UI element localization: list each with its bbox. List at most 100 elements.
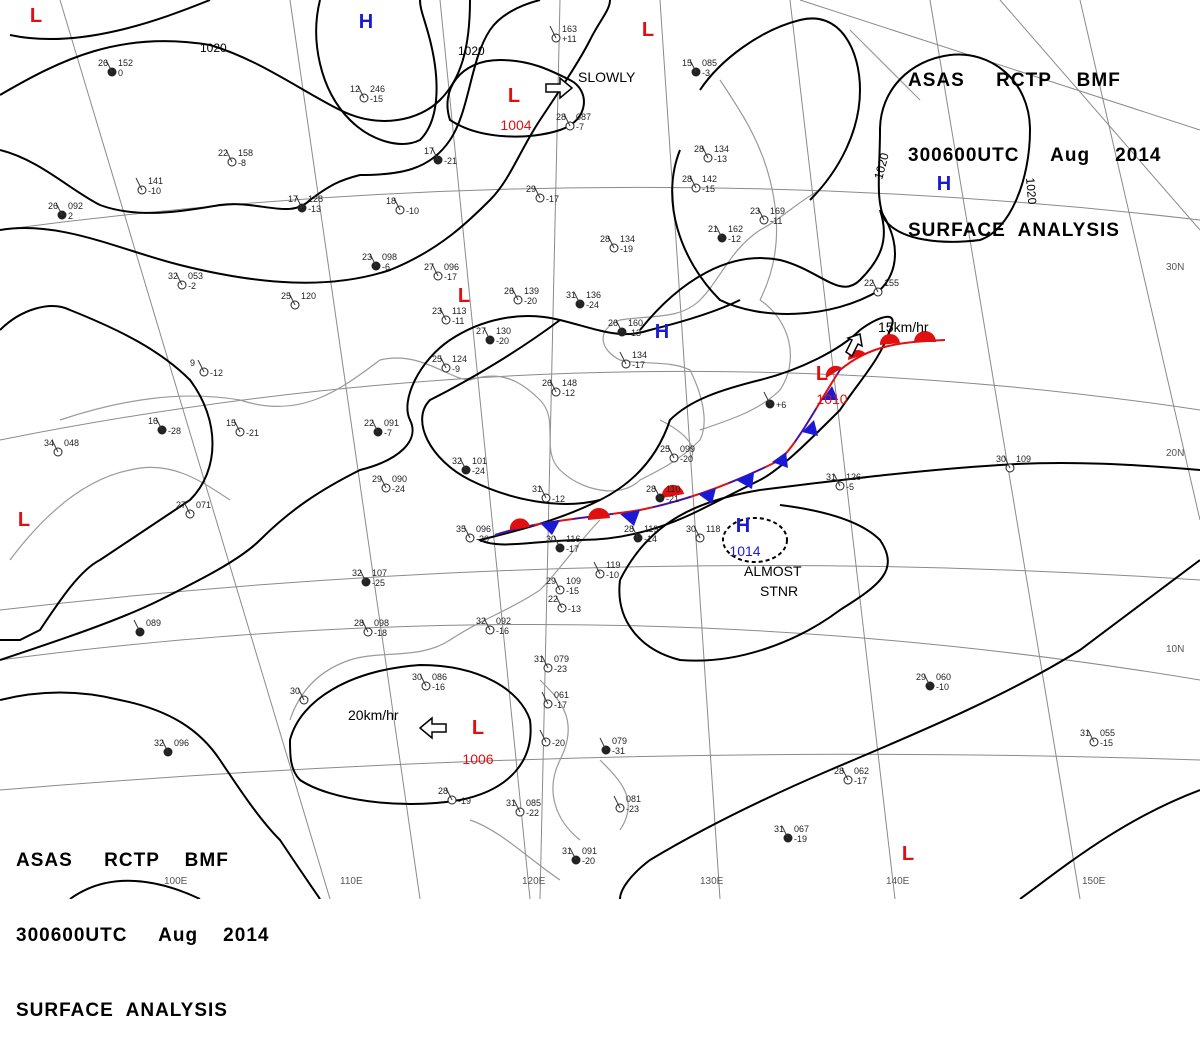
station-temp: 26	[504, 286, 514, 296]
station-tendency: +6	[776, 400, 786, 410]
station-tendency: -12	[552, 494, 565, 504]
station-tendency: -12	[210, 368, 223, 378]
station-tendency: -17	[632, 360, 645, 370]
station-pressure: 134	[620, 234, 635, 244]
station-temp: 34	[44, 438, 54, 448]
station-pressure: 113	[452, 306, 466, 316]
station-temp: 28	[624, 524, 634, 534]
stnr-label: STNR	[760, 583, 798, 599]
wind-barb	[569, 847, 577, 861]
station-plot: 25 099-20	[660, 444, 695, 464]
station-pressure: 139	[524, 286, 539, 296]
station-temp: 31	[826, 472, 836, 482]
wind-barb	[619, 351, 627, 365]
station-temp: 26	[608, 318, 618, 328]
station-pressure: 246	[370, 84, 385, 94]
wind-barb	[573, 291, 581, 305]
station-tendency: -13	[714, 154, 727, 164]
station-pressure: 071	[196, 500, 211, 510]
wind-barb	[555, 595, 563, 609]
center-pressure-value: 1014	[729, 543, 760, 559]
station-temp: 29	[546, 576, 556, 586]
station-pressure: 091	[384, 418, 399, 428]
station-plot: 29 -17	[526, 184, 559, 204]
station-temp: 15	[226, 418, 236, 428]
center-pressure-value: 1010	[816, 391, 847, 407]
station-plot: 32 096	[154, 738, 189, 757]
station-temp: 17	[288, 194, 298, 204]
station-pressure: 152	[118, 58, 133, 68]
station-tendency: -10	[606, 570, 619, 580]
station-plot: 141-10	[135, 176, 163, 196]
station-plot: 31 067-19	[774, 824, 809, 844]
header-line1: ASAS RCTP BMF	[908, 70, 1121, 91]
station-temp: 31	[566, 290, 576, 300]
station-plot: 119-10	[593, 560, 620, 580]
station-pressure: 096	[174, 738, 189, 748]
wind-barb	[841, 767, 849, 781]
station-pressure: 119	[644, 524, 658, 534]
station-temp: 32	[154, 738, 164, 748]
stationary-front	[494, 331, 946, 536]
station-pressure: 155	[884, 278, 899, 288]
lon-label: 120E	[522, 876, 546, 887]
lat-label: 10N	[1166, 644, 1184, 655]
station-tendency: -14	[644, 534, 657, 544]
station-tendency: -13	[308, 204, 321, 214]
station-tendency: -15	[702, 184, 715, 194]
station-temp: 27	[424, 262, 434, 272]
wind-barb	[533, 185, 541, 199]
station-plot: 32 092-16	[476, 616, 511, 636]
station-tendency: -15	[1100, 738, 1113, 748]
station-plot: 34 048	[44, 438, 79, 457]
station-tendency: -13	[568, 604, 581, 614]
station-pressure: 048	[64, 438, 79, 448]
station-pressure: 142	[702, 174, 717, 184]
wind-barb	[689, 175, 697, 189]
station-temp: 28	[646, 484, 656, 494]
wind-barb	[161, 739, 169, 753]
station-plot: 28 062-17	[834, 766, 869, 786]
station-pressure: 092	[68, 201, 83, 211]
station-pressure: 134	[714, 144, 729, 154]
isobar-label: 1020	[871, 151, 892, 181]
wind-barb	[439, 307, 447, 321]
header-line3: SURFACE ANALYSIS	[908, 220, 1120, 241]
arrow-ne	[845, 333, 863, 358]
station-plot: 079-31	[599, 736, 627, 756]
station-tendency: -2	[188, 281, 196, 291]
wind-barb	[833, 473, 841, 487]
station-pressure: 119	[606, 560, 620, 570]
station-plot: 23 098-6	[362, 252, 397, 272]
station-tendency: -17	[854, 776, 867, 786]
station-temp: 28	[694, 144, 704, 154]
station-plot: 22 155	[864, 278, 899, 297]
station-temp: 30	[546, 534, 556, 544]
wind-barb	[539, 485, 547, 499]
station-pressure: 096	[444, 262, 459, 272]
station-plot: 32 053-2	[168, 271, 203, 291]
wind-barb	[593, 561, 601, 575]
annotations: SLOWLY 15km/hr 20km/hr ALMOST STNR	[348, 69, 929, 723]
station-plot: 35 096-30	[456, 524, 491, 544]
wind-barb	[357, 85, 365, 99]
station-temp: 22	[548, 594, 558, 604]
wind-barb	[1003, 455, 1011, 469]
wind-barb	[667, 445, 675, 459]
station-pressure: 126	[846, 472, 861, 482]
station-pressure: 096	[476, 524, 491, 534]
station-plot: 31 091-20	[562, 846, 597, 866]
station-temp: 35	[456, 524, 466, 534]
wind-barb	[1087, 729, 1095, 743]
wind-barb	[541, 655, 549, 669]
station-tendency: -22	[526, 808, 539, 818]
station-pressure: 110	[666, 484, 680, 494]
station-pressure: 060	[936, 672, 951, 682]
station-plot: 25 120	[281, 291, 316, 310]
station-tendency: -24	[472, 466, 485, 476]
station-plot: 22 -13	[548, 594, 581, 614]
station-temp: 28	[682, 174, 692, 184]
wind-barb	[553, 577, 561, 591]
header-line2: 300600UTC Aug 2014	[16, 925, 270, 946]
arrow-slowly	[545, 76, 574, 100]
